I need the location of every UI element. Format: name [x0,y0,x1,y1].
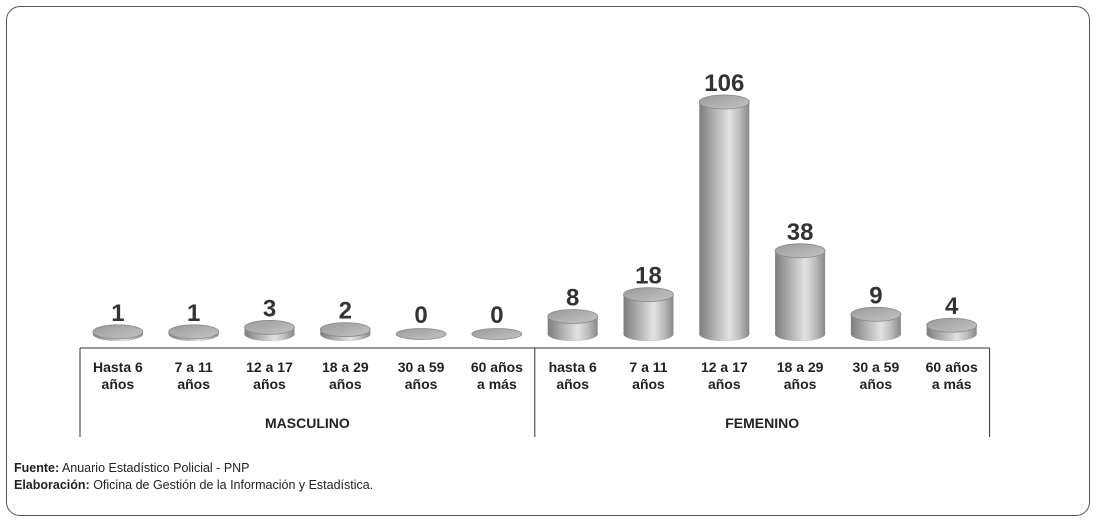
category-label: 18 a 29 años [322,359,369,392]
category-label: 12 a 17 años [701,359,748,392]
category-label-line: hasta 6 [549,359,597,375]
category-label: 60 años a más [926,359,978,392]
bar-femenino-3 [774,243,826,341]
category-label-line: 7 a 11 [629,359,667,375]
category-label: Hasta 6 años [93,359,143,392]
category-label: 7 a 11 años [175,359,213,392]
bar-masculino-1 [168,324,220,341]
value-label: 1 [111,300,124,327]
category-label: 30 a 59 años [398,359,445,392]
bar-top [926,317,978,333]
value-label: 8 [566,284,579,311]
group-label: MASCULINO [265,415,350,431]
value-label: 9 [869,282,882,309]
bar-top [244,320,295,335]
category-label-line: 18 a 29 [322,359,369,375]
bar-masculino-4 [395,328,447,340]
bar-top [319,322,371,338]
credit-text: Oficina de Gestión de la Información y E… [93,478,374,492]
bar-top [168,324,220,340]
bar-top [698,94,750,110]
category-label-line: años [708,376,741,392]
category-label-line: a más [932,376,972,392]
bar-femenino-1 [623,287,674,341]
bar-top [623,287,674,303]
category-label-line: 12 a 17 [246,359,293,375]
value-label: 4 [945,293,959,320]
category-label-line: años [102,376,135,392]
credit-note: Elaboración: Oficina de Gestión de la In… [14,477,373,494]
category-label: hasta 6 años [549,359,597,392]
bar-bottom-cap [699,327,750,341]
bar-body [699,102,750,334]
category-label-line: años [556,376,589,392]
value-label: 106 [704,70,744,97]
bar-masculino-3 [319,322,371,341]
bar-femenino-2 [698,94,750,341]
bars-layer [92,94,978,341]
category-label: 7 a 11 años [629,359,667,392]
bar-top [395,328,447,340]
value-label: 3 [263,295,276,322]
category-label: 18 a 29 años [777,359,824,392]
bar-femenino-4 [850,306,902,341]
bar-femenino-0 [547,309,599,341]
category-label-line: años [860,376,893,392]
category-label-line: años [632,376,665,392]
bar-femenino-5 [926,317,978,341]
category-label-line: años [784,376,817,392]
bar-top [92,324,144,340]
category-label-line: años [329,376,362,392]
group-label: FEMENINO [725,415,799,431]
bar-bottom-cap [623,327,674,341]
source-note: Fuente: Anuario Estadístico Policial - P… [14,460,373,477]
category-label: 12 a 17 años [246,359,293,392]
category-label-line: a más [477,376,517,392]
value-label: 0 [490,302,503,329]
category-label-line: años [253,376,286,392]
category-label-line: 30 a 59 [398,359,445,375]
bar-bottom-cap [775,327,826,341]
axis-layer [79,347,991,437]
category-label-line: 12 a 17 [701,359,748,375]
category-label-line: años [405,376,438,392]
category-label-line: años [177,376,210,392]
value-label: 2 [339,298,352,325]
category-label: 30 a 59 años [853,359,900,392]
bar-bottom-cap [850,327,901,341]
bar-body [775,250,826,334]
source-text: Anuario Estadístico Policial - PNP [61,461,250,475]
category-label-line: 7 a 11 [175,359,213,375]
bar-top [547,309,599,324]
category-label: 60 años a más [471,359,523,392]
chart-frame [6,6,1090,516]
credit-label: Elaboración: [14,478,90,492]
category-label-line: 60 años [926,359,978,375]
bar-masculino-2 [244,320,295,341]
category-label-line: Hasta 6 [93,359,143,375]
category-label-line: 60 años [471,359,523,375]
bar-bottom-cap [547,327,598,341]
bar-top [774,243,826,259]
bar-masculino-0 [92,324,144,341]
category-label-line: 18 a 29 [777,359,824,375]
value-label: 0 [414,302,427,329]
category-label-line: 30 a 59 [853,359,900,375]
source-label: Fuente: [14,461,60,475]
value-label: 1 [187,300,200,327]
chart-notes: Fuente: Anuario Estadístico Policial - P… [14,460,373,494]
bar-top [471,328,523,340]
bar-top [850,306,902,322]
bar-masculino-5 [471,328,523,340]
value-label: 38 [787,219,814,246]
value-label: 18 [635,263,662,290]
